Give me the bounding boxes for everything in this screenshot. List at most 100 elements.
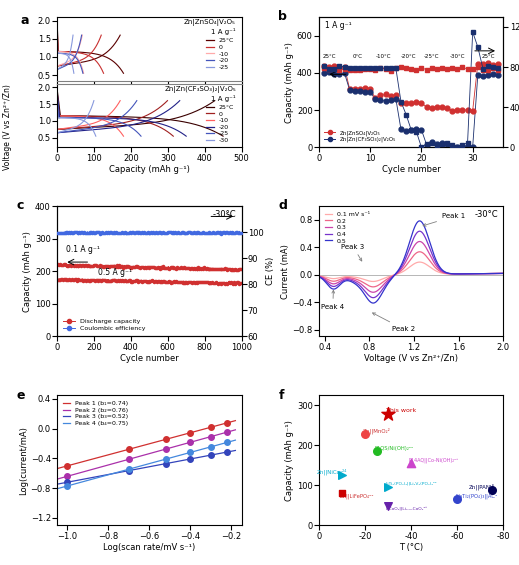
0.1 mV s⁻¹ — [425, 262, 431, 269]
Text: NaTi₂(PO₄)₃||AC⁴: NaTi₂(PO₄)₃||AC⁴ — [455, 494, 497, 499]
Y-axis label: Log(current/mA): Log(current/mA) — [19, 426, 28, 495]
Legend: 25°C, 0, -10, -20, -25, -30: 25°C, 0, -10, -20, -25, -30 — [203, 102, 237, 146]
Peak 1 (b₁=0.74) — [160, 437, 167, 444]
0.1 mV s⁻¹ — [500, 270, 507, 277]
Y-axis label: Capacity (mAh g⁻¹): Capacity (mAh g⁻¹) — [23, 231, 32, 312]
0.3 — [400, 263, 406, 270]
Peak 3 (b₃=0.52) — [95, 473, 102, 480]
Line: 0.1 mV s⁻¹: 0.1 mV s⁻¹ — [319, 262, 503, 281]
0.3 — [370, 289, 376, 295]
Point — [453, 495, 461, 504]
0.4 — [363, 289, 370, 296]
Line: Peak 1 (b₁=0.74): Peak 1 (b₁=0.74) — [57, 420, 236, 468]
0.3 — [425, 248, 431, 255]
Line: 0.5: 0.5 — [319, 221, 503, 303]
0.2 — [500, 270, 507, 277]
0.1 mV s⁻¹ — [370, 278, 376, 285]
Point — [338, 471, 346, 480]
Peak 4 (b₄=0.75) — [54, 485, 60, 492]
Legend: Peak 1 (b₁=0.74), Peak 2 (b₂=0.76), Peak 3 (b₃=0.52), Peak 4 (b₄=0.75): Peak 1 (b₁=0.74), Peak 2 (b₂=0.76), Peak… — [60, 398, 131, 428]
Line: 0.4: 0.4 — [319, 231, 503, 298]
Peak 4 (b₄=0.75) — [95, 474, 102, 481]
Text: 0.5 A g⁻¹: 0.5 A g⁻¹ — [98, 268, 132, 277]
Peak 3 (b₃=0.52) — [233, 447, 239, 454]
Peak 1 (b₁=0.74) — [95, 454, 102, 461]
0.3 — [440, 268, 446, 275]
0.5 — [425, 234, 431, 241]
Text: e: e — [17, 389, 25, 402]
X-axis label: Cycle number: Cycle number — [382, 166, 441, 175]
Text: Zn||PANI⁸: Zn||PANI⁸ — [468, 484, 494, 490]
0.5 — [440, 267, 446, 274]
0.2 — [417, 249, 423, 255]
Point — [384, 482, 392, 491]
Peak 2 (b₂=0.76) — [233, 427, 239, 433]
Text: This work: This work — [386, 407, 416, 412]
Text: LiTi₂(PO₄)₃||Li₂V₃(PO₄)₃²⁰: LiTi₂(PO₄)₃||Li₂V₃(PO₄)₃²⁰ — [386, 482, 438, 486]
Text: Peak 2: Peak 2 — [373, 313, 415, 332]
0.1 mV s⁻¹ — [455, 271, 461, 277]
0.4 — [425, 241, 431, 248]
0.2 — [425, 255, 431, 262]
Y-axis label: Capacity (mAh g⁻¹): Capacity (mAh g⁻¹) — [285, 420, 294, 501]
0.1 mV s⁻¹ — [316, 272, 322, 279]
0.2 — [349, 275, 355, 281]
Text: 25°C: 25°C — [322, 54, 336, 59]
0.5 — [316, 273, 322, 280]
0.5 — [455, 271, 461, 277]
Text: -30°C: -30°C — [212, 210, 236, 219]
0.3 — [500, 270, 507, 277]
Text: Zn|ZnSO₄|V₂O₅: Zn|ZnSO₄|V₂O₅ — [184, 19, 236, 26]
Point — [384, 502, 392, 511]
0.3 — [417, 238, 423, 245]
Text: P14AQ||Co-Ni(OH)₂²⁸: P14AQ||Co-Ni(OH)₂²⁸ — [409, 458, 459, 463]
Peak 3 (b₃=0.52) — [54, 481, 60, 488]
Line: Peak 4 (b₄=0.75): Peak 4 (b₄=0.75) — [57, 440, 236, 489]
Peak 1 (b₁=0.74) — [233, 417, 239, 424]
0.5 — [349, 279, 355, 285]
Peak 1 (b₁=0.74) — [54, 465, 60, 472]
Text: c: c — [17, 199, 24, 212]
0.4 — [316, 273, 322, 280]
0.3 — [363, 285, 370, 292]
Peak 1 (b₁=0.74) — [223, 420, 229, 427]
0.4 — [349, 277, 355, 284]
X-axis label: Capacity (mAh g⁻¹): Capacity (mAh g⁻¹) — [109, 166, 190, 175]
Line: Peak 3 (b₃=0.52): Peak 3 (b₃=0.52) — [57, 450, 236, 484]
Peak 1 (b₁=0.74) — [146, 441, 152, 447]
Text: -30°C: -30°C — [449, 54, 465, 59]
Text: 25°C: 25°C — [481, 54, 495, 59]
Peak 4 (b₄=0.75) — [233, 437, 239, 444]
Text: Zn||LiFePO₄²⁴: Zn||LiFePO₄²⁴ — [340, 493, 374, 499]
Text: Zn||MnO₂²: Zn||MnO₂² — [363, 427, 391, 434]
0.5 — [370, 299, 376, 306]
Legend: Discharge capacity, Coulombic efficiency: Discharge capacity, Coulombic efficiency — [60, 316, 148, 333]
0.2 — [455, 271, 461, 277]
X-axis label: Cycle number: Cycle number — [120, 354, 179, 363]
Peak 2 (b₂=0.76) — [223, 429, 229, 436]
Legend: 25°C, 0, -10, -20, -25: 25°C, 0, -10, -20, -25 — [203, 36, 237, 72]
0.3 — [455, 271, 461, 277]
Text: Peak 4: Peak 4 — [321, 290, 344, 310]
Point — [384, 410, 392, 419]
0.1 mV s⁻¹ — [400, 268, 406, 275]
0.1 mV s⁻¹ — [349, 273, 355, 280]
0.4 — [440, 268, 446, 275]
Y-axis label: CE (%): CE (%) — [266, 257, 275, 285]
Text: -20°C: -20°C — [401, 54, 416, 59]
0.3 — [349, 276, 355, 282]
Peak 2 (b₂=0.76) — [95, 464, 102, 471]
0.2 — [363, 281, 370, 288]
Peak 3 (b₃=0.52) — [218, 450, 224, 457]
Point — [407, 459, 415, 468]
Text: Voltage (V vs Zn²⁺/Zn): Voltage (V vs Zn²⁺/Zn) — [3, 84, 12, 170]
Peak 4 (b₄=0.75) — [88, 476, 94, 483]
Text: -25°C: -25°C — [424, 54, 440, 59]
Peak 1 (b₁=0.74) — [218, 421, 224, 428]
Y-axis label: Current (mA): Current (mA) — [281, 244, 290, 299]
Text: -30°C: -30°C — [474, 210, 498, 219]
X-axis label: Voltage (V vs Zn²⁺/Zn): Voltage (V vs Zn²⁺/Zn) — [364, 354, 458, 363]
0.2 — [316, 273, 322, 280]
Peak 2 (b₂=0.76) — [218, 431, 224, 437]
Line: 0.2: 0.2 — [319, 252, 503, 287]
